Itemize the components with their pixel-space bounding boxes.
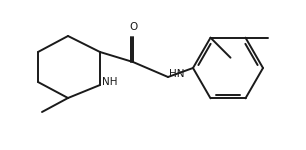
Text: O: O — [129, 22, 137, 32]
Text: HN: HN — [169, 69, 185, 79]
Text: NH: NH — [102, 77, 118, 87]
